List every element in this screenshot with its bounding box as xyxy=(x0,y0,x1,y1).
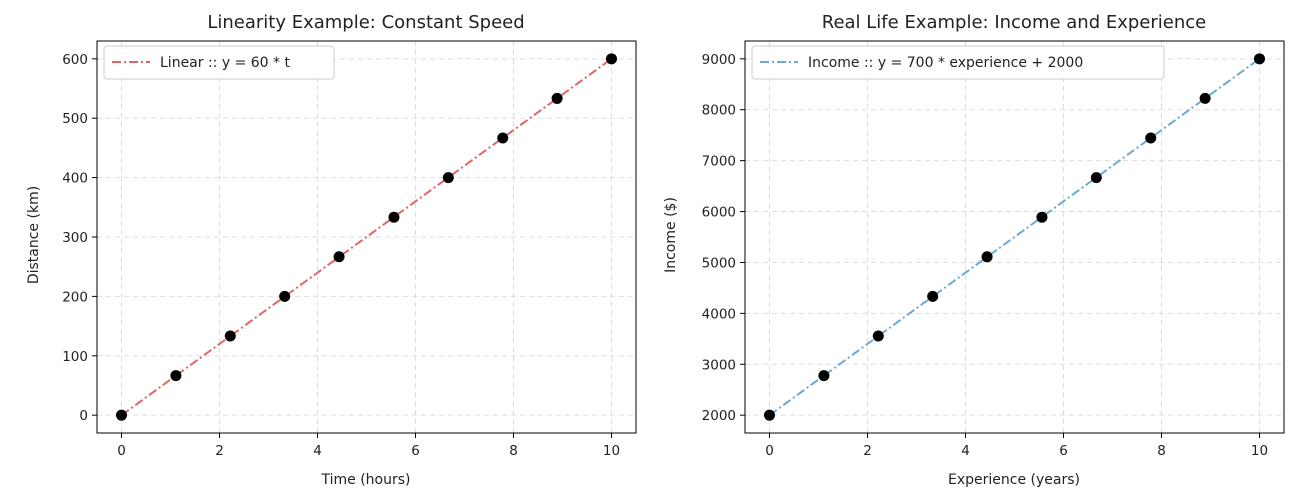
x-axis-ticks: 0 2 4 6 8 10 xyxy=(765,433,1268,459)
x-tick-label: 10 xyxy=(603,443,620,459)
y-tick-label: 400 xyxy=(62,171,88,187)
series-line xyxy=(768,58,1261,416)
y-tick-label: 300 xyxy=(62,230,88,246)
y-tick-label: 2000 xyxy=(702,408,736,424)
data-point xyxy=(170,370,182,382)
x-tick-label: 0 xyxy=(765,443,774,459)
y-tick-label: 8000 xyxy=(702,103,736,119)
data-point xyxy=(1036,211,1048,223)
y-tick-label: 600 xyxy=(62,52,88,68)
legend-box xyxy=(103,45,335,80)
y-axis-ticks: 0 100 200 300 400 500 600 xyxy=(62,52,97,424)
x-tick-label: 6 xyxy=(1059,443,1068,459)
plot-frame xyxy=(744,40,1285,434)
chart-panel-distance: Linearity Example: Constant Speed 0 2 4 6 8 1… xyxy=(26,12,637,488)
data-point xyxy=(442,172,454,184)
x-axis-label: Experience (years) xyxy=(948,472,1080,488)
data-point xyxy=(606,53,617,65)
x-tick-label: 2 xyxy=(863,443,872,459)
data-point xyxy=(116,409,127,421)
series-layer xyxy=(768,58,1261,416)
data-point xyxy=(224,330,236,342)
y-tick-label: 7000 xyxy=(702,154,736,170)
data-point xyxy=(1090,172,1102,184)
data-point xyxy=(1254,53,1265,65)
points-layer xyxy=(764,53,1265,421)
x-tick-label: 4 xyxy=(961,443,970,459)
y-tick-label: 500 xyxy=(62,111,88,127)
y-tick-label: 6000 xyxy=(702,205,736,221)
y-tick-label: 5000 xyxy=(702,255,736,271)
data-point xyxy=(388,211,400,223)
legend-label: Linear :: y = 60 * t xyxy=(160,55,290,71)
y-axis-ticks: 2000 3000 4000 5000 6000 7000 8000 9000 xyxy=(702,52,745,424)
data-point xyxy=(872,330,884,342)
chart-panel-income: Real Life Example: Income and Experience… xyxy=(663,12,1285,488)
x-tick-label: 0 xyxy=(117,443,126,459)
data-point xyxy=(497,132,509,144)
data-point xyxy=(1199,92,1211,104)
y-tick-label: 9000 xyxy=(702,52,736,68)
data-point xyxy=(981,251,993,263)
data-point xyxy=(279,290,291,302)
data-point xyxy=(818,370,830,382)
x-tick-label: 4 xyxy=(313,443,322,459)
data-point xyxy=(1145,132,1157,144)
legend: Linear :: y = 60 * t xyxy=(103,45,335,80)
data-point xyxy=(551,92,563,104)
y-axis-label: Income ($) xyxy=(663,197,679,273)
points-layer xyxy=(116,53,617,421)
y-tick-label: 200 xyxy=(62,289,88,305)
series-line xyxy=(120,58,613,416)
x-tick-label: 10 xyxy=(1251,443,1268,459)
chart-title: Real Life Example: Income and Experience xyxy=(822,12,1207,33)
grid-lines xyxy=(97,41,636,433)
y-axis-label: Distance (km) xyxy=(26,186,42,284)
legend: Income :: y = 700 * experience + 2000 xyxy=(751,45,1165,80)
x-tick-label: 8 xyxy=(509,443,518,459)
legend-label: Income :: y = 700 * experience + 2000 xyxy=(808,55,1083,71)
x-axis-ticks: 0 2 4 6 8 10 xyxy=(117,433,620,459)
y-tick-label: 0 xyxy=(79,408,88,424)
y-tick-label: 4000 xyxy=(702,306,736,322)
data-point xyxy=(333,251,345,263)
x-tick-label: 6 xyxy=(411,443,420,459)
data-point xyxy=(927,290,939,302)
y-tick-label: 100 xyxy=(62,349,88,365)
grid-lines xyxy=(745,41,1284,433)
x-axis-label: Time (hours) xyxy=(321,472,411,488)
chart-title: Linearity Example: Constant Speed xyxy=(207,12,524,33)
series-layer xyxy=(120,58,613,416)
data-point xyxy=(764,409,775,421)
legend-box xyxy=(751,45,1165,80)
x-tick-label: 2 xyxy=(215,443,224,459)
y-tick-label: 3000 xyxy=(702,357,736,373)
x-tick-label: 8 xyxy=(1157,443,1166,459)
